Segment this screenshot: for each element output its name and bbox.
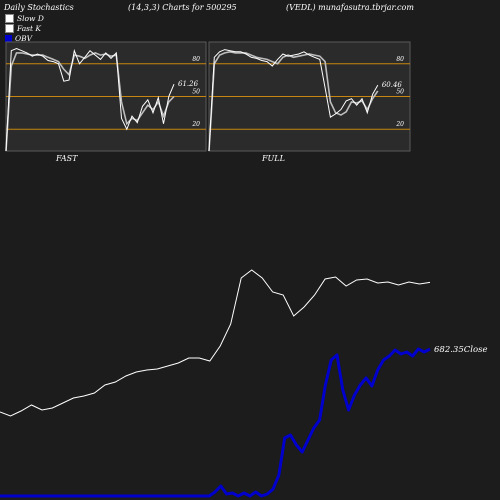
fast-line-fast-k <box>5 47 175 152</box>
fast-level-label: 80 <box>192 56 200 63</box>
price-line <box>0 269 431 417</box>
full-level-label: 80 <box>396 56 404 63</box>
full-line-slow-d <box>208 50 379 152</box>
header-title: Daily Stochastics <box>4 3 74 12</box>
legend-swatch-obv <box>5 35 12 42</box>
legend-slow-d: Slow D <box>5 14 44 23</box>
fast-value-label: 61.26 <box>178 80 199 88</box>
close-value-label: 682.35Close <box>434 345 487 355</box>
fast-level-label: 20 <box>191 121 200 128</box>
header-params: (14,3,3) Charts for 500295 <box>128 3 237 12</box>
legend-obv: OBV <box>5 34 32 43</box>
legend-fast-k: Fast K <box>5 24 41 33</box>
legend-label-fast-k: Fast K <box>17 24 42 33</box>
legend-label-slow-d: Slow D <box>17 14 44 23</box>
fast-level-label: 50 <box>192 89 200 96</box>
full-line-fast-k <box>208 49 379 152</box>
legend-swatch-fast-k <box>5 24 14 33</box>
full-panel-title: FULL <box>261 154 285 163</box>
legend-label-obv: OBV <box>15 34 33 43</box>
legend-swatch-slow-d <box>5 14 14 23</box>
full-level-label: 50 <box>396 89 404 96</box>
header-source: (VEDL) munafasutra.tbrjar.com <box>286 3 414 12</box>
full-value-label: 60.46 <box>382 81 403 89</box>
fast-panel-title: FAST <box>55 154 78 163</box>
full-level-label: 20 <box>395 121 404 128</box>
obv-line <box>0 347 431 498</box>
